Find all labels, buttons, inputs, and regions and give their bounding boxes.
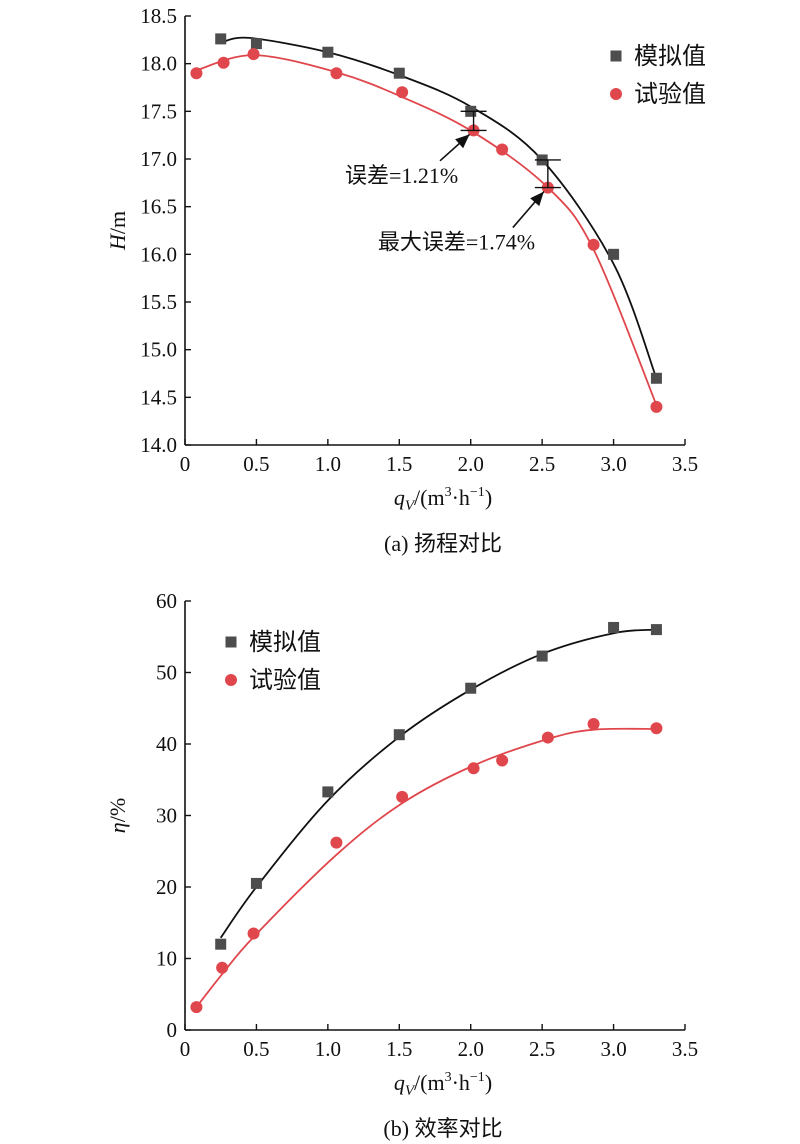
annotation-arrow-head-0 bbox=[455, 134, 470, 149]
data-point-series1-6 bbox=[496, 754, 509, 767]
x-tick-label: 1.0 bbox=[315, 452, 341, 476]
data-point-series0-3 bbox=[393, 67, 405, 79]
data-point-series1-4 bbox=[396, 86, 409, 99]
y-tick-label: 17.5 bbox=[140, 99, 177, 123]
y-tick-label: 18.5 bbox=[140, 4, 177, 28]
data-point-series1-2 bbox=[247, 48, 260, 61]
x-tick-label: 3.0 bbox=[600, 452, 626, 476]
x-tick-label: 2.0 bbox=[458, 452, 484, 476]
x-tick-label: 1.5 bbox=[386, 1037, 412, 1061]
data-point-series0-0 bbox=[215, 938, 227, 950]
x-tick-label: 0.5 bbox=[243, 1037, 269, 1061]
data-point-series1-9 bbox=[650, 400, 663, 413]
data-point-series1-7 bbox=[541, 731, 554, 744]
chart-0: 0 0.5 1.0 1.5 2.0 2.5 3.0 3.5 14.0 14.5 15.0 15.5 16… bbox=[105, 4, 706, 556]
y-tick-label: 14.5 bbox=[140, 385, 177, 409]
x-tick-label: 1.5 bbox=[386, 452, 412, 476]
annotation-label-1: 最大误差=1.74% bbox=[378, 230, 535, 255]
chart-1: 0 0.5 1.0 1.5 2.0 2.5 3.0 3.5 0 10 20 30 40 50 60 qV/(m… bbox=[105, 589, 698, 1141]
y-tick-label: 14.0 bbox=[140, 433, 177, 457]
x-tick-label: 0 bbox=[180, 1037, 191, 1061]
y-axis-title: H/m bbox=[105, 211, 130, 251]
data-point-series0-5 bbox=[536, 650, 548, 662]
x-tick-label: 3.5 bbox=[672, 1037, 698, 1061]
y-tick-label: 20 bbox=[156, 875, 177, 899]
x-tick-label: 2.5 bbox=[529, 1037, 555, 1061]
y-tick-label: 0 bbox=[167, 1018, 178, 1042]
data-point-series0-0 bbox=[215, 33, 227, 45]
data-point-series1-0 bbox=[190, 1001, 203, 1014]
x-tick-label: 3.5 bbox=[672, 452, 698, 476]
data-point-legend-series0-legend bbox=[225, 636, 237, 648]
y-tick-label: 15.0 bbox=[140, 338, 177, 362]
x-axis-title: qV/(m3·h−1) bbox=[394, 485, 492, 514]
legend-label-0: 模拟值 bbox=[634, 43, 706, 70]
data-point-series1-8 bbox=[587, 717, 600, 730]
data-point-series0-2 bbox=[322, 786, 334, 798]
y-tick-label: 16.0 bbox=[140, 242, 177, 266]
data-point-series1-1 bbox=[216, 961, 229, 974]
data-point-legend-series1-legend bbox=[225, 674, 237, 686]
fit-curve-series-1 bbox=[195, 727, 657, 1008]
y-tick-label: 17.0 bbox=[140, 147, 177, 171]
data-point-series1-0 bbox=[190, 67, 203, 80]
x-tick-label: 1.0 bbox=[315, 1037, 341, 1061]
chart-caption: (b) 效率对比 bbox=[383, 1116, 502, 1141]
x-tick-label: 0 bbox=[180, 452, 191, 476]
data-point-series1-3 bbox=[330, 67, 343, 80]
data-point-series1-9 bbox=[650, 722, 663, 735]
data-point-series1-1 bbox=[217, 56, 230, 69]
y-axis-title: η/% bbox=[105, 798, 130, 833]
data-point-series1-4 bbox=[396, 790, 409, 803]
x-axis-title: qV/(m3·h−1) bbox=[394, 1070, 492, 1099]
y-tick-label: 50 bbox=[156, 661, 177, 685]
data-point-series1-5 bbox=[467, 762, 480, 775]
y-tick-label: 16.5 bbox=[140, 195, 177, 219]
y-tick-label: 10 bbox=[156, 947, 177, 971]
y-tick-label: 18.0 bbox=[140, 52, 177, 76]
annotation-arrow-head-1 bbox=[530, 191, 544, 207]
data-point-series0-6 bbox=[608, 248, 620, 260]
fit-curve-series-0 bbox=[220, 36, 658, 379]
fit-curve-series-0 bbox=[219, 628, 657, 939]
y-tick-label: 15.5 bbox=[140, 290, 177, 314]
data-point-series0-3 bbox=[393, 729, 405, 741]
data-point-series0-4 bbox=[465, 682, 477, 694]
legend-label-1: 试验值 bbox=[634, 81, 706, 108]
data-point-series0-6 bbox=[608, 621, 620, 633]
legend-label-1: 试验值 bbox=[249, 667, 321, 694]
data-point-series1-6 bbox=[496, 143, 509, 156]
data-point-series1-3 bbox=[330, 836, 343, 849]
data-point-series0-2 bbox=[322, 46, 334, 58]
annotation-label-0: 误差=1.21% bbox=[345, 163, 458, 188]
y-tick-label: 30 bbox=[156, 804, 177, 828]
legend-label-0: 模拟值 bbox=[249, 629, 321, 656]
data-point-series0-1 bbox=[250, 877, 262, 889]
data-point-series1-8 bbox=[587, 238, 600, 251]
y-tick-label: 60 bbox=[156, 589, 177, 613]
x-tick-label: 0.5 bbox=[243, 452, 269, 476]
data-point-series0-1 bbox=[250, 38, 262, 50]
data-point-series0-7 bbox=[650, 624, 662, 636]
data-point-series0-7 bbox=[650, 372, 662, 384]
data-point-legend-series0-legend bbox=[610, 50, 622, 62]
x-tick-label: 3.0 bbox=[600, 1037, 626, 1061]
x-tick-label: 2.0 bbox=[458, 1037, 484, 1061]
chart-caption: (a) 扬程对比 bbox=[384, 531, 502, 556]
data-point-legend-series1-legend bbox=[610, 88, 622, 100]
x-tick-label: 2.5 bbox=[529, 452, 555, 476]
y-tick-label: 40 bbox=[156, 732, 177, 756]
fit-curve-series-1 bbox=[196, 54, 658, 406]
data-point-series1-2 bbox=[247, 927, 260, 940]
